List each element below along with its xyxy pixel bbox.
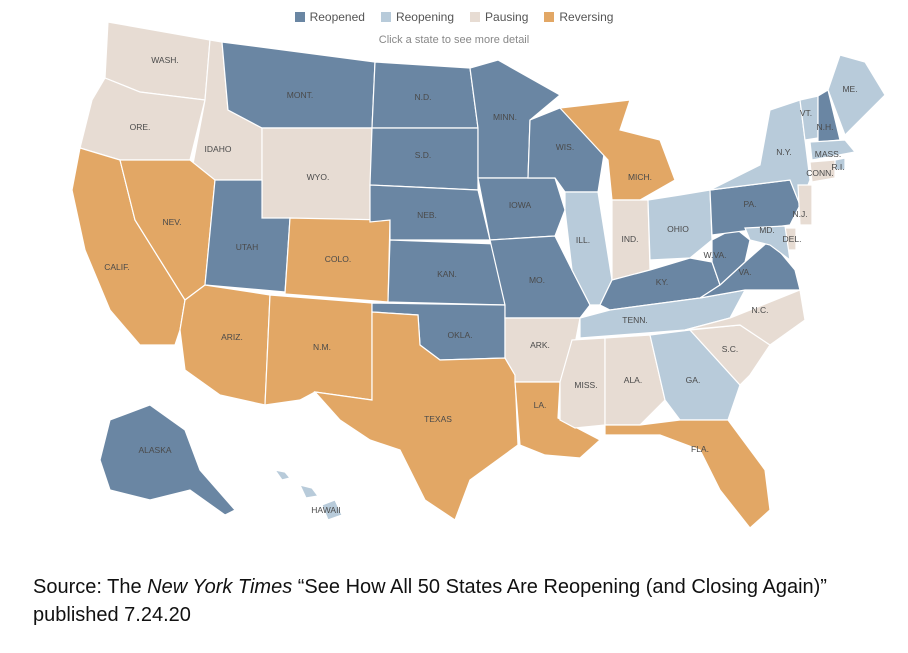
map-hint: Click a state to see more detail — [378, 34, 530, 46]
state-mass[interactable] — [809, 139, 857, 161]
state-hawaii[interactable] — [273, 469, 343, 521]
us-states-map: WASH.ORE.CALIF.IDAHONEV.MONT.WYO.UTAHARI… — [71, 21, 886, 529]
state-iowa[interactable] — [477, 177, 566, 241]
state-ohio[interactable] — [647, 189, 713, 261]
legend-label: Pausing — [485, 10, 529, 24]
state-colo[interactable] — [284, 217, 391, 303]
state-nd[interactable] — [371, 61, 479, 129]
state-sd[interactable] — [369, 127, 479, 191]
legend-label: Reversing — [559, 10, 614, 24]
state-ri[interactable] — [834, 157, 846, 171]
legend-swatch — [470, 12, 481, 22]
legend-item-reversing[interactable]: Reversing — [544, 10, 613, 24]
state-nc[interactable] — [684, 289, 806, 346]
legend-swatch — [294, 12, 305, 22]
map-legend: Reopened Reopening Pausing Reversing — [0, 10, 908, 24]
source-title: “See How All 50 States Are Reopening (an… — [292, 576, 827, 598]
state-tenn[interactable] — [579, 289, 747, 339]
state-ala[interactable] — [604, 334, 666, 426]
legend-swatch — [544, 12, 555, 22]
state-texas[interactable] — [313, 311, 519, 521]
source-prefix: Source: The — [33, 576, 148, 598]
state-mont[interactable] — [221, 41, 376, 129]
source-caption: Source: The New York Times “See How All … — [33, 573, 893, 629]
state-nj[interactable] — [797, 184, 813, 226]
legend-label: Reopening — [395, 10, 455, 24]
state-kan[interactable] — [387, 239, 506, 306]
legend-item-reopened[interactable]: Reopened — [294, 10, 365, 24]
state-conn[interactable] — [809, 159, 836, 183]
state-wyo[interactable] — [261, 127, 373, 223]
state-md[interactable] — [744, 225, 791, 262]
legend-swatch — [380, 12, 391, 22]
state-ariz[interactable] — [179, 284, 271, 406]
state-ind[interactable] — [611, 199, 651, 281]
source-publication: New York Times — [147, 576, 293, 598]
legend-label: Reopened — [309, 10, 365, 24]
legend-item-pausing[interactable]: Pausing — [470, 10, 528, 24]
source-published: published 7.24.20 — [33, 604, 191, 626]
state-alaska[interactable] — [99, 404, 236, 516]
state-mo[interactable] — [489, 235, 591, 319]
state-mich[interactable] — [558, 99, 676, 201]
state-fla[interactable] — [604, 419, 771, 529]
state-nm[interactable] — [264, 294, 373, 406]
state-me[interactable] — [827, 54, 886, 137]
legend-item-reopening[interactable]: Reopening — [380, 10, 455, 24]
state-ill[interactable] — [564, 191, 613, 306]
